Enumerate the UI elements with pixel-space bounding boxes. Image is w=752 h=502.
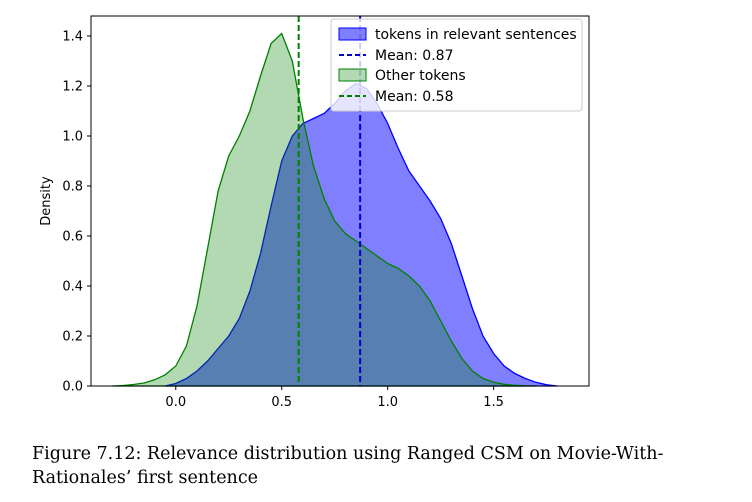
density-chart: 0.0 0.5 1.0 1.5 0.0 0.2 0.4 0.6 0.8 1.0 1.2 1.4 De… <box>39 15 590 410</box>
legend: tokens in relevant sentences Mean: 0.87 … <box>330 18 583 112</box>
legend-label-mean-other: Mean: 0.58 <box>375 89 453 105</box>
figure-caption: Figure 7.12: Relevance distribution usin… <box>32 444 664 488</box>
axes-frame <box>90 15 590 387</box>
y-axis-label: Density <box>39 176 54 226</box>
y-tick-label: 0.8 <box>62 180 83 195</box>
legend-swatch-relevant <box>338 27 367 41</box>
x-tick-label: 1.5 <box>483 395 504 410</box>
y-tick-label: 1.0 <box>62 130 83 145</box>
mean-lines <box>297 16 362 386</box>
y-tick-label: 0.4 <box>62 280 83 295</box>
legend-box <box>330 18 583 112</box>
x-axis-ticks: 0.0 0.5 1.0 1.5 <box>165 386 504 410</box>
legend-label-relevant: tokens in relevant sentences <box>375 27 577 43</box>
y-tick-label: 1.4 <box>62 30 83 45</box>
x-tick-label: 0.0 <box>165 395 186 410</box>
legend-swatch-other <box>338 68 367 82</box>
legend-label-other: Other tokens <box>375 68 466 84</box>
legend-label-mean-relevant: Mean: 0.87 <box>375 48 453 64</box>
y-tick-label: 0.0 <box>62 380 83 395</box>
y-tick-label: 1.2 <box>62 80 83 95</box>
y-axis-ticks: 0.0 0.2 0.4 0.6 0.8 1.0 1.2 1.4 <box>62 30 91 395</box>
y-tick-label: 0.6 <box>62 230 83 245</box>
density-area-other-tokens <box>112 32 537 387</box>
y-tick-label: 0.2 <box>62 330 83 345</box>
x-tick-label: 1.0 <box>377 395 398 410</box>
x-tick-label: 0.5 <box>271 395 292 410</box>
series-layer <box>112 32 558 387</box>
